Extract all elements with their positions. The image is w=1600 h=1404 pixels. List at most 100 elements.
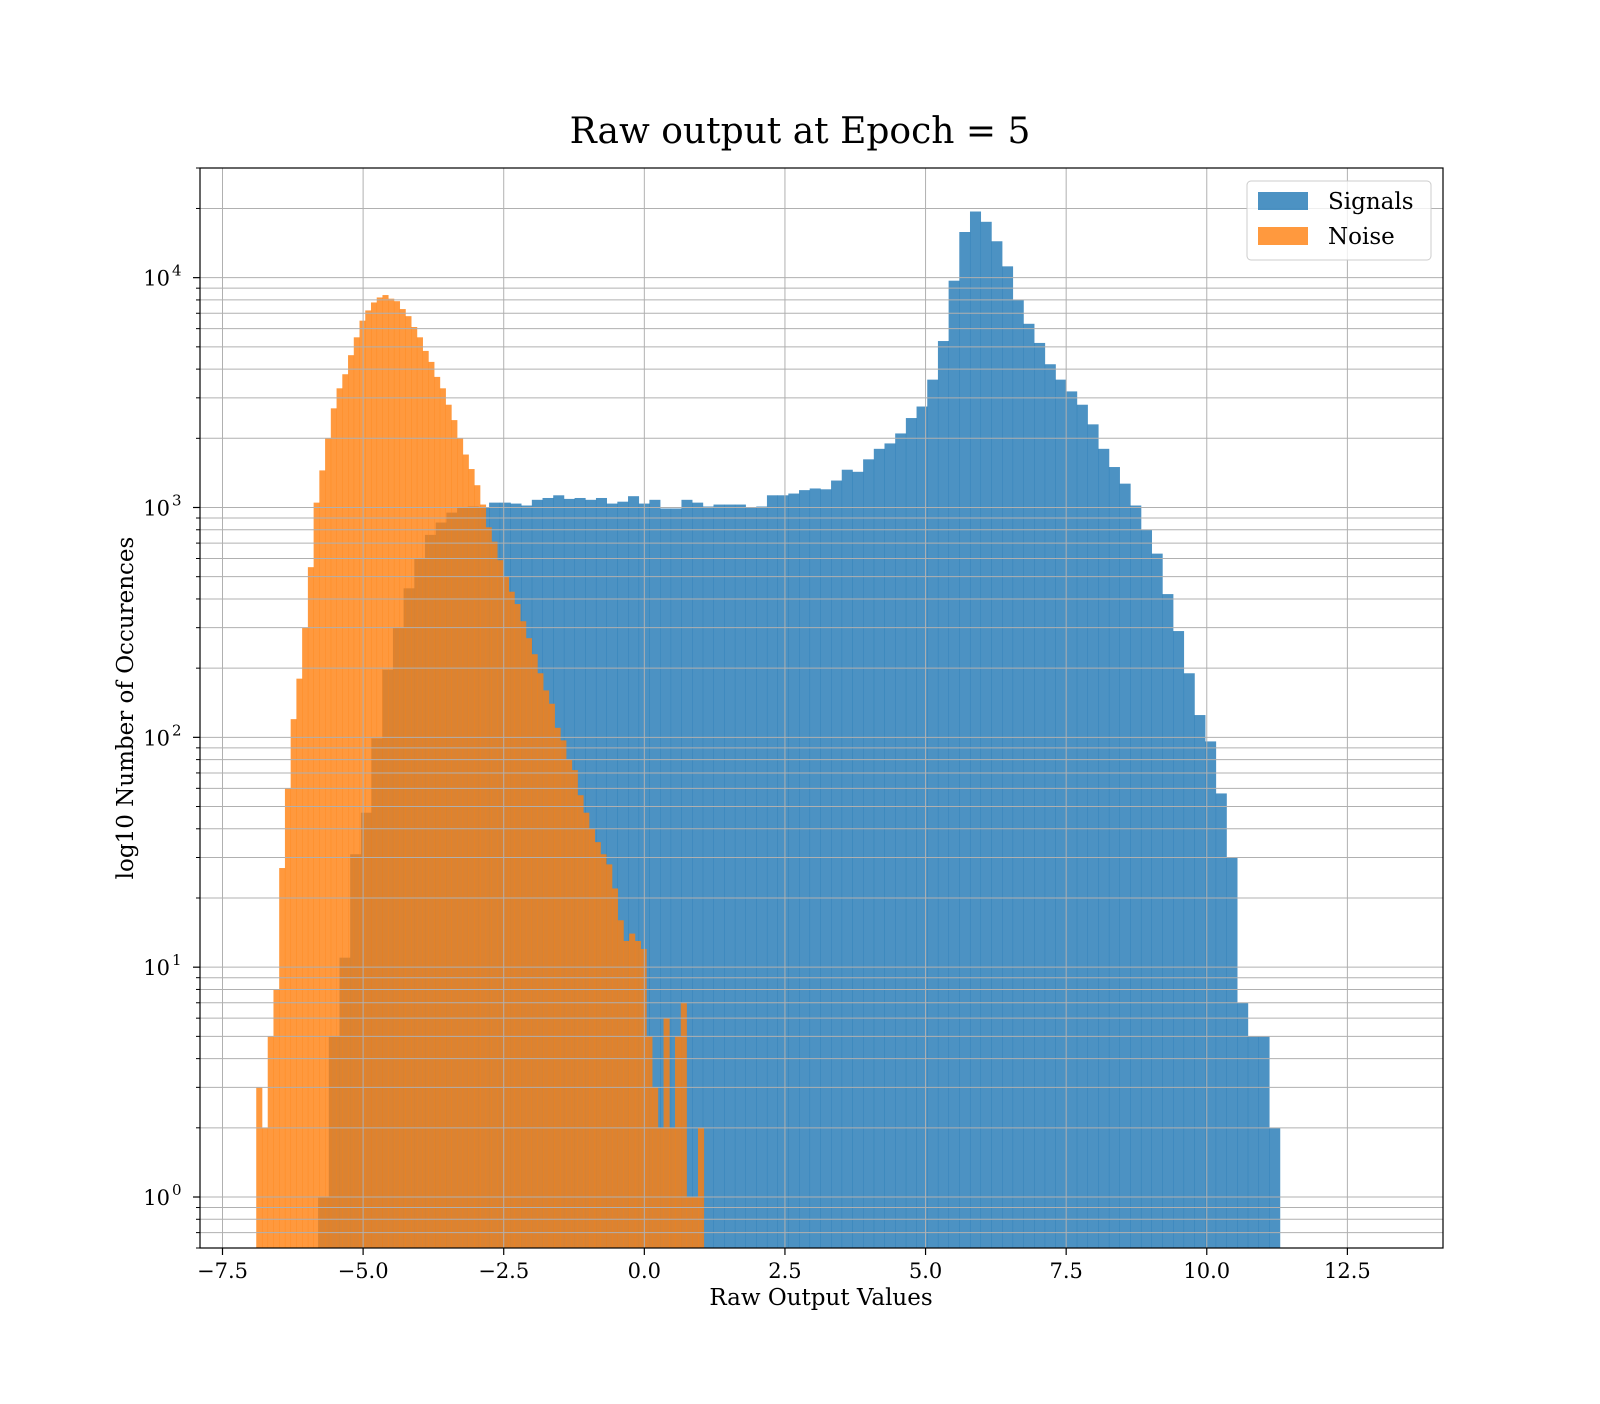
- signals-bar: [809, 488, 821, 1249]
- signals-bar: [799, 490, 811, 1248]
- noise-bar: [697, 1127, 705, 1248]
- noise-bar: [296, 678, 303, 1248]
- noise-bar: [256, 1087, 263, 1248]
- noise-bar: [457, 438, 464, 1248]
- signals-bar: [916, 406, 928, 1248]
- noise-bar: [422, 350, 429, 1248]
- signals-bar: [1162, 594, 1174, 1248]
- signals-bar: [617, 501, 629, 1248]
- noise-bar: [588, 828, 596, 1248]
- chart-title: Raw output at Epoch = 5: [570, 111, 1031, 152]
- signals-bar: [948, 280, 960, 1248]
- noise-bar: [606, 864, 613, 1248]
- signals-bar: [1119, 483, 1131, 1248]
- noise-bar: [629, 933, 636, 1248]
- y-axis-label: log10 Number of Occurences: [113, 537, 139, 880]
- x-tick-label: −2.5: [478, 1259, 529, 1283]
- noise-bar: [583, 812, 590, 1248]
- signals-bar: [1066, 391, 1078, 1248]
- noise-bar: [261, 1127, 269, 1248]
- signals-bar: [766, 495, 778, 1248]
- noise-bar: [468, 469, 475, 1248]
- noise-bar: [646, 1036, 653, 1248]
- noise-bar: [692, 1197, 699, 1248]
- axes-frame: [199, 167, 1444, 1249]
- noise-bar: [399, 309, 406, 1248]
- noise-bar: [474, 485, 481, 1249]
- y-tick-exponent: 1: [172, 951, 182, 969]
- signals-bar: [681, 499, 693, 1248]
- signals-bar: [873, 448, 885, 1249]
- noise-bar: [325, 438, 332, 1248]
- noise-bar: [416, 337, 423, 1249]
- signals-bar: [905, 418, 917, 1248]
- y-tick-label: 10: [143, 496, 170, 520]
- noise-bar: [502, 576, 510, 1248]
- noise-bar: [267, 1036, 274, 1248]
- signals-bar: [927, 379, 939, 1248]
- signals-bar: [777, 495, 789, 1248]
- signals-bar: [692, 502, 704, 1248]
- signals-bar: [1269, 1127, 1281, 1248]
- signals-bar: [713, 504, 725, 1248]
- noise-bar: [439, 388, 446, 1248]
- signals-bar: [895, 433, 907, 1248]
- noise-bar: [680, 1002, 687, 1248]
- signals-bar: [660, 508, 672, 1248]
- noise-bar: [462, 454, 469, 1248]
- x-tick-label: −7.5: [197, 1259, 248, 1283]
- noise-bar: [348, 355, 355, 1248]
- noise-bar: [279, 868, 286, 1248]
- signals-bar: [841, 469, 853, 1249]
- legend-label-signals: Signals: [1328, 189, 1414, 215]
- signals-bar: [937, 341, 949, 1248]
- x-tick-label: −5.0: [338, 1259, 389, 1283]
- noise-bar: [520, 621, 527, 1248]
- noise-bar: [554, 727, 561, 1248]
- y-tick-exponent: 0: [172, 1181, 182, 1199]
- noise-bar: [663, 1018, 670, 1248]
- noise-bar: [652, 1087, 659, 1248]
- x-tick-label: 2.5: [768, 1259, 801, 1283]
- signals-bar: [1226, 857, 1238, 1248]
- signals-bar: [969, 211, 982, 1248]
- noise-bar: [393, 301, 401, 1248]
- noise-bar: [336, 388, 343, 1248]
- noise-bar: [370, 302, 378, 1249]
- signals-bar: [831, 480, 843, 1248]
- noise-bar: [405, 316, 412, 1248]
- noise-bar: [686, 1197, 693, 1248]
- noise-bar: [451, 420, 458, 1248]
- x-tick-label: 12.5: [1324, 1259, 1371, 1283]
- signals-bar: [1034, 342, 1046, 1248]
- noise-bar: [537, 673, 544, 1248]
- signals-bar: [1055, 379, 1067, 1248]
- signals-bar: [820, 489, 832, 1248]
- signals-bar: [1173, 631, 1185, 1248]
- signals-bar: [1002, 266, 1014, 1249]
- noise-bar: [548, 703, 555, 1248]
- y-tick-exponent: 4: [172, 262, 182, 280]
- noise-bar: [445, 404, 452, 1249]
- x-tick-label: 5.0: [909, 1259, 942, 1283]
- noise-bar: [577, 795, 584, 1248]
- grid-layer: [200, 167, 1443, 1249]
- noise-bar: [657, 1127, 664, 1248]
- signals-bar: [1012, 299, 1024, 1248]
- signals-bar: [1076, 404, 1088, 1249]
- noise-bar: [313, 502, 320, 1248]
- signals-bar: [628, 496, 640, 1248]
- signals-bar: [702, 506, 714, 1248]
- signals-bar: [1151, 553, 1163, 1248]
- signals-bar: [1183, 673, 1195, 1248]
- noise-bar: [353, 337, 360, 1249]
- noise-bar: [485, 527, 492, 1248]
- noise-bar: [428, 361, 435, 1248]
- signals-bar: [1205, 741, 1217, 1248]
- noise-bar: [623, 940, 630, 1248]
- y-tick-exponent: 3: [172, 491, 182, 509]
- y-tick-label: 10: [143, 956, 170, 980]
- signals-bar: [1258, 1036, 1270, 1248]
